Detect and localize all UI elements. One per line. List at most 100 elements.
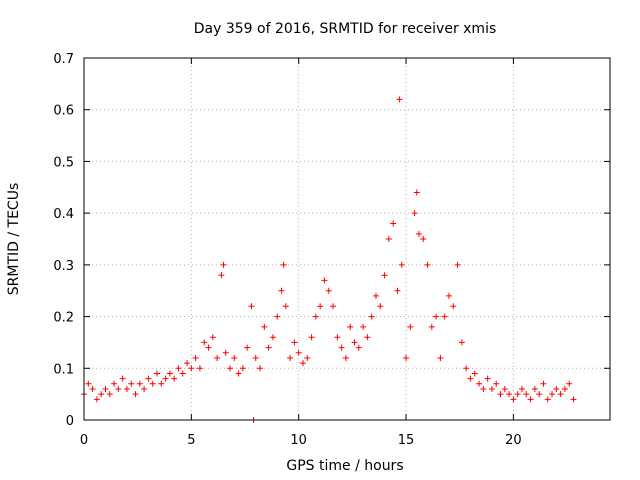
data-point bbox=[338, 344, 345, 351]
data-point bbox=[278, 287, 285, 294]
data-point bbox=[561, 385, 568, 392]
data-point bbox=[123, 385, 130, 392]
data-point bbox=[454, 261, 461, 268]
data-point bbox=[445, 292, 452, 299]
data-point bbox=[360, 323, 367, 330]
data-point bbox=[85, 380, 92, 387]
data-point bbox=[106, 391, 113, 398]
data-point bbox=[433, 313, 440, 320]
data-point bbox=[149, 380, 156, 387]
data-point bbox=[205, 344, 212, 351]
data-point bbox=[463, 365, 470, 372]
data-point bbox=[476, 380, 483, 387]
data-point bbox=[377, 303, 384, 310]
data-point bbox=[282, 303, 289, 310]
data-point bbox=[458, 339, 465, 346]
data-point bbox=[527, 396, 534, 403]
data-point bbox=[325, 287, 332, 294]
data-point bbox=[209, 334, 216, 341]
data-point bbox=[162, 375, 169, 382]
data-point bbox=[192, 354, 199, 361]
data-point bbox=[299, 360, 306, 367]
data-point bbox=[347, 323, 354, 330]
data-point bbox=[420, 236, 427, 242]
data-point bbox=[188, 365, 195, 372]
data-point bbox=[553, 385, 560, 392]
data-point bbox=[540, 380, 547, 387]
data-point bbox=[437, 354, 444, 361]
data-point bbox=[196, 365, 203, 372]
x-tick-label: 5 bbox=[187, 433, 195, 448]
x-axis-title: GPS time / hours bbox=[286, 458, 403, 474]
data-point bbox=[514, 391, 521, 398]
data-point bbox=[269, 334, 276, 341]
data-point bbox=[411, 210, 418, 217]
y-tick-label: 0.6 bbox=[53, 104, 74, 119]
data-point bbox=[280, 261, 287, 268]
data-point bbox=[175, 365, 182, 372]
data-point bbox=[570, 396, 577, 403]
data-point bbox=[158, 380, 165, 387]
data-point bbox=[98, 391, 105, 398]
y-tick-label: 0.2 bbox=[53, 311, 74, 326]
data-point bbox=[102, 385, 109, 392]
data-point bbox=[403, 354, 410, 361]
data-point bbox=[235, 370, 242, 377]
x-tick-label: 20 bbox=[505, 433, 522, 448]
data-point bbox=[415, 230, 422, 237]
data-point bbox=[111, 380, 118, 387]
data-point bbox=[398, 261, 405, 268]
data-point bbox=[295, 349, 302, 356]
data-point bbox=[364, 334, 371, 341]
data-point bbox=[484, 375, 491, 382]
data-point bbox=[518, 385, 525, 392]
y-tick-label: 0.7 bbox=[53, 52, 74, 67]
data-point bbox=[132, 391, 139, 398]
data-point bbox=[501, 385, 508, 392]
data-point bbox=[317, 303, 324, 310]
data-point bbox=[407, 323, 414, 330]
data-point bbox=[184, 360, 191, 367]
grid bbox=[84, 58, 610, 420]
data-point bbox=[291, 339, 298, 346]
data-point bbox=[450, 303, 457, 310]
data-point bbox=[424, 261, 431, 268]
data-point bbox=[93, 396, 100, 403]
data-point bbox=[428, 323, 435, 330]
data-point bbox=[467, 375, 474, 382]
data-point bbox=[531, 385, 538, 392]
data-point bbox=[372, 292, 379, 299]
data-point bbox=[115, 385, 122, 392]
data-point bbox=[312, 313, 319, 320]
data-point bbox=[252, 354, 259, 361]
data-point bbox=[179, 370, 186, 377]
data-point bbox=[89, 385, 96, 392]
data-point bbox=[536, 391, 543, 398]
data-point bbox=[231, 354, 238, 361]
data-point bbox=[136, 380, 143, 387]
data-point bbox=[334, 334, 341, 341]
axis-ticks: 0 0.1 0.2 0.3 0.4 0.5 0.6 0.7 0 5 10 15 20 bbox=[53, 52, 610, 448]
y-tick-label: 0.4 bbox=[53, 207, 74, 222]
data-point bbox=[220, 261, 227, 268]
data-point bbox=[506, 391, 513, 398]
data-point bbox=[248, 303, 255, 310]
data-point bbox=[544, 396, 551, 403]
data-point bbox=[287, 354, 294, 361]
chart-title: Day 359 of 2016, SRMTID for receiver xmi… bbox=[194, 21, 497, 37]
data-point bbox=[396, 96, 403, 103]
plot-frame bbox=[83, 57, 611, 421]
data-point bbox=[128, 380, 135, 387]
data-point bbox=[488, 385, 495, 392]
data-point bbox=[493, 380, 500, 387]
data-point bbox=[145, 375, 152, 382]
data-point bbox=[218, 272, 225, 279]
data-point bbox=[355, 344, 362, 351]
data-point bbox=[244, 344, 251, 351]
data-point bbox=[222, 349, 229, 356]
data-point bbox=[304, 354, 311, 361]
data-point bbox=[413, 189, 420, 196]
data-point bbox=[510, 396, 517, 403]
data-point bbox=[321, 277, 328, 284]
